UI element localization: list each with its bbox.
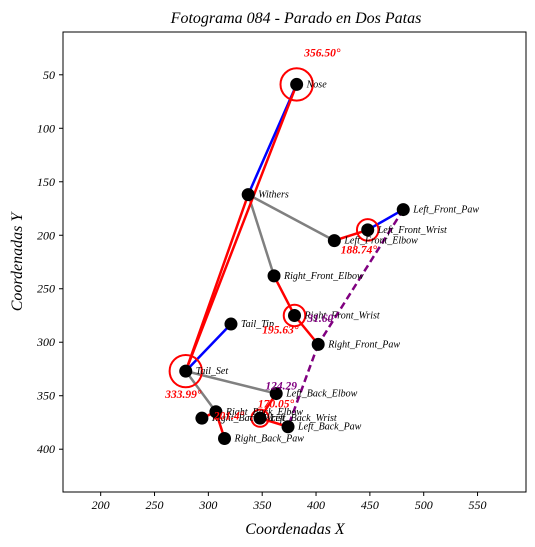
keypoint-label-left-front-wrist: Left_Front_Wrist: [377, 225, 447, 236]
keypoint-tail-tip: [224, 317, 238, 331]
x-tick-label: 250: [146, 498, 164, 512]
bone-left-front-wrist-to-left-front-paw: [366, 208, 405, 232]
keypoint-label-left-back-paw: Left_Back_Paw: [297, 422, 362, 433]
angle-annotation: 333.99°: [164, 389, 202, 401]
angle-annotation: 124.29: [265, 380, 297, 392]
keypoint-label-right-back-elbow: Right_Back_Elbow: [225, 407, 304, 418]
x-tick-label: 550: [469, 498, 487, 512]
angle-annotation: 170.05°: [258, 398, 295, 410]
y-tick-label: 250: [37, 282, 55, 296]
keypoint-label-tail-set: Tail_Set: [196, 366, 229, 377]
bone-right-front-elbow-to-right-front-wrist: [272, 274, 296, 317]
y-tick-label: 200: [37, 228, 55, 242]
x-tick-label: 500: [415, 498, 433, 512]
keypoint-label-left-back-elbow: Left_Back_Elbow: [285, 389, 357, 400]
y-tick-label: 400: [37, 442, 55, 456]
keypoint-label-right-front-paw: Right_Front_Paw: [327, 339, 400, 350]
keypoint-label-left-front-paw: Left_Front_Paw: [412, 205, 479, 216]
x-axis-label: Coordenadas X: [245, 521, 346, 538]
y-axis-label: Coordenadas Y: [9, 211, 26, 312]
plot-frame: [62, 31, 527, 493]
keypoint-left-back-elbow: [269, 387, 283, 401]
x-tick-label: 300: [198, 498, 217, 512]
angle-annotation: 31.60: [306, 313, 333, 325]
angle-annotation: 195.63°: [262, 325, 299, 337]
y-ticks: 50 100 150 200 250 300 350 400: [36, 68, 63, 456]
keypoint-withers: [241, 188, 255, 202]
angle-circle-left-back-wrist: [250, 408, 270, 428]
angle-annotations-layer: 356.50° 333.99° 188.74° 195.63° 31.60 124.29 1…: [164, 48, 377, 423]
angle-circles-layer: [168, 67, 380, 428]
keypoint-right-back-elbow: [209, 405, 223, 419]
bone-tail-set-to-tail-tip: [184, 322, 233, 373]
x-tick-label: 200: [92, 498, 110, 512]
y-tick-label: 150: [37, 175, 55, 189]
keypoint-label-left-back-wrist: Left_Back_Wrist: [269, 413, 337, 424]
keypoint-right-front-wrist: [288, 308, 301, 322]
dashed-lines-layer: [286, 208, 405, 428]
angle-circle-left-front-wrist: [355, 218, 380, 242]
keypoint-label-tail-tip: Tail_Tip: [241, 319, 274, 330]
y-tick-label: 300: [36, 335, 55, 349]
bone-tail-set-to-right-back-elbow: [184, 369, 218, 414]
keypoint-left-front-paw: [396, 203, 410, 217]
chart-title: Fotograma 084 - Parado en Dos Patas: [170, 10, 422, 27]
keypoint-right-back-paw: [218, 432, 232, 446]
keypoints-layer: [179, 77, 410, 446]
keypoint-label-right-back-paw: Right_Back_Paw: [234, 434, 305, 445]
keypoint-right-back-wrist: [195, 411, 209, 425]
x-tick-label: 350: [252, 498, 271, 512]
dashed-right-front-paw-to-left-back-paw: [286, 343, 320, 428]
keypoint-label-right-front-elbow: Right_Front_Elbow: [283, 271, 364, 282]
dashed-left-front-paw-to-right-front-paw: [317, 208, 405, 346]
x-tick-label: 450: [361, 498, 379, 512]
keypoint-label-right-front-wrist: Right_Front_Wrist: [304, 310, 380, 321]
keypoint-left-back-paw: [281, 420, 295, 434]
keypoint-nose: [290, 77, 304, 91]
keypoint-left-front-wrist: [361, 223, 375, 237]
angle-annotation: 356.50°: [303, 48, 341, 60]
keypoint-right-front-elbow: [267, 269, 281, 283]
x-tick-label: 400: [307, 498, 325, 512]
y-tick-label: 350: [36, 389, 55, 403]
angle-annotation: 188.74°: [341, 244, 378, 256]
angle-circle-nose: [279, 67, 314, 102]
keypoint-label-left-front-elbow: Left_Front_Elbow: [343, 236, 418, 247]
angle-annotation: 201.4°: [213, 410, 245, 422]
keypoint-left-front-elbow: [327, 234, 341, 248]
keypoint-label-right-back-wrist: Right_Back_Wrist: [211, 413, 285, 424]
keypoint-left-back-wrist: [253, 411, 267, 425]
bone-withers-to-left-front-elbow: [246, 193, 336, 242]
angle-circle-tail-set: [168, 353, 203, 389]
angle-circle-right-front-wrist: [282, 303, 307, 328]
x-ticks: 200 250 300 350 400 450 500 550: [92, 492, 487, 512]
keypoint-right-front-paw: [311, 337, 325, 351]
y-tick-label: 50: [43, 68, 55, 82]
y-tick-label: 100: [37, 121, 55, 135]
keypoint-labels-layer: Nose Withers Left_Front_Paw Left_Front_Wris…: [196, 79, 480, 444]
keypoint-label-nose: Nose: [306, 79, 328, 90]
keypoint-tail-set: [179, 364, 193, 378]
keypoint-label-withers: Withers: [258, 190, 289, 201]
bone-nose-to-tail-set: [184, 83, 298, 373]
bone-withers-to-right-front-elbow: [246, 193, 276, 278]
